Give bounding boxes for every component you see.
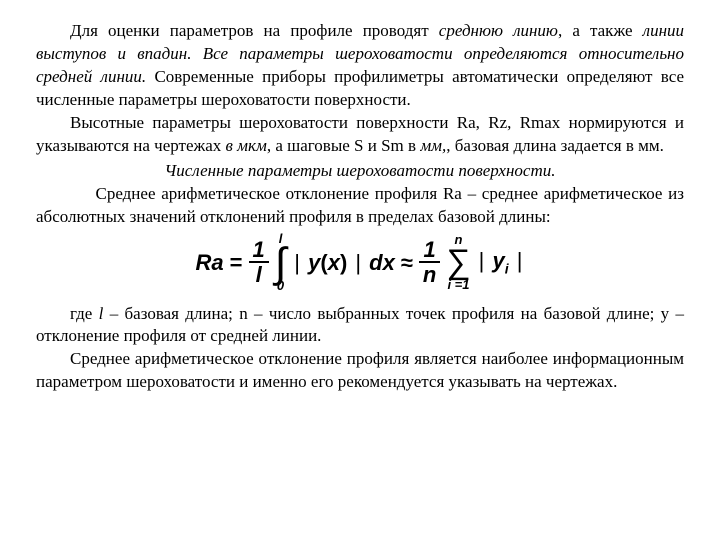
ra-formula: Ra = 1 l l ∫ 0 | y(x) | dx ≈ 1 n xyxy=(36,234,684,290)
f-yi-y: y xyxy=(492,248,504,273)
paragraph-2: Высотные параметры шероховатости поверхн… xyxy=(36,112,684,158)
f-approx: ≈ xyxy=(401,248,413,278)
p5-text-c: – базовая длина; n – число выбранных точ… xyxy=(36,304,684,346)
paragraph-4: Среднее арифметическое отклонение профил… xyxy=(36,183,684,229)
f-int-lower: 0 xyxy=(277,281,284,290)
paragraph-3-heading: Численные параметры шероховатости поверх… xyxy=(36,160,684,183)
paragraph-6: Среднее арифметическое отклонение профил… xyxy=(36,348,684,394)
p2-text-c: , а шаговые S и Sm в xyxy=(267,136,420,155)
f-yi-i: i xyxy=(505,261,509,277)
f-abs-yx: | y(x) | xyxy=(292,248,363,278)
page: Для оценки параметров на профиле проводя… xyxy=(0,0,720,394)
f-dx: dx xyxy=(369,248,395,278)
p2-italic-d: мм, xyxy=(420,136,446,155)
p1-text-a: Для оценки параметров на профиле проводя… xyxy=(70,21,439,40)
f-integral: l ∫ 0 xyxy=(275,234,287,290)
p1-text-c: , а также xyxy=(558,21,643,40)
f-frac-1overl: 1 l xyxy=(249,238,269,286)
f-num-1: 1 xyxy=(249,238,269,261)
f-sum-lower: i =1 xyxy=(447,279,469,290)
p2-text-e: , базовая длина задается в мм. xyxy=(446,136,664,155)
f-num-1b: 1 xyxy=(420,238,440,261)
p2-italic-b: в мкм xyxy=(226,136,267,155)
p5-text-a: где xyxy=(70,304,99,323)
f-x: x xyxy=(328,250,340,275)
f-eq1: = xyxy=(230,248,243,278)
f-y: y xyxy=(308,250,320,275)
f-abs-yi: | yi | xyxy=(477,246,525,278)
paragraph-5: где l – базовая длина; n – число выбранн… xyxy=(36,303,684,349)
f-frac-1overn: 1 n xyxy=(419,238,440,286)
f-ra: Ra xyxy=(196,248,224,278)
f-den-l: l xyxy=(252,263,266,286)
f-den-n: n xyxy=(419,263,440,286)
f-sigma-symbol: ∑ xyxy=(446,245,470,279)
f-int-symbol: ∫ xyxy=(275,244,287,282)
p1-italic-b: среднюю линию xyxy=(439,21,558,40)
paragraph-1: Для оценки параметров на профиле проводя… xyxy=(36,20,684,112)
f-sum: n ∑ i =1 xyxy=(446,234,470,290)
